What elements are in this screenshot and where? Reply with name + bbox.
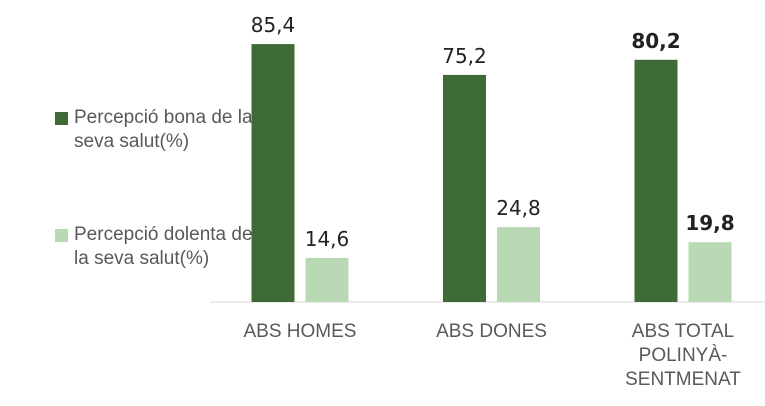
- legend-swatch: [55, 112, 68, 125]
- legend-label: Percepció bona de la seva salut(%): [74, 107, 253, 152]
- bar: [305, 257, 349, 302]
- data-label: 80,2: [631, 29, 680, 53]
- bar: [497, 227, 540, 302]
- bar: [251, 44, 295, 302]
- x-tick-label: ABS HOMES: [243, 321, 357, 342]
- legend-label: Percepció dolenta de la seva salut(%): [74, 224, 253, 269]
- bar: [443, 74, 486, 302]
- bar: [688, 242, 732, 302]
- data-label: 14,6: [305, 227, 350, 251]
- data-label: 19,8: [685, 211, 734, 235]
- data-label: 75,2: [442, 44, 487, 68]
- bar: [634, 59, 678, 302]
- legend-swatch: [55, 229, 68, 242]
- x-tick-label: ABS DONES: [436, 321, 547, 342]
- data-label: 24,8: [496, 196, 541, 220]
- x-tick-label: ABS TOTAL POLINYÀ-SENTMENAT: [625, 321, 741, 390]
- data-label: 85,4: [251, 13, 296, 37]
